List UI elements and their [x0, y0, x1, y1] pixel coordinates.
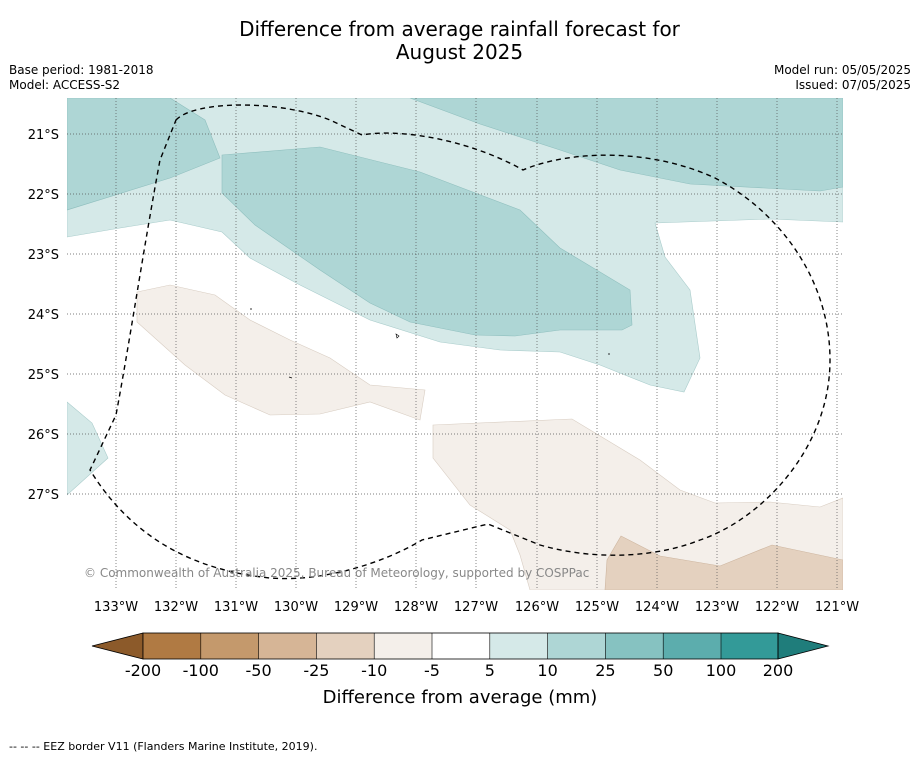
colorbar-tick: 10 [537, 661, 557, 680]
colorbar-tick: 50 [653, 661, 673, 680]
rain-band-10-25-northeast [409, 98, 843, 192]
lon-label: 131°W [214, 600, 258, 615]
model-run-label: Model run: 05/05/2025 [773, 63, 911, 77]
title-line-2: August 2025 [395, 40, 524, 64]
colorbar-swatch [316, 633, 375, 659]
colorbar-tick: -100 [183, 661, 219, 680]
lat-label: 23°S [28, 248, 59, 263]
lon-label: 124°W [635, 600, 679, 615]
colorbar-tick: -200 [125, 661, 161, 680]
colorbar-label: Difference from average (mm) [323, 687, 598, 708]
lon-label: 130°W [274, 600, 318, 615]
colorbar-tick: -5 [424, 661, 440, 680]
colorbar-swatch [721, 633, 778, 659]
lat-label: 27°S [28, 488, 59, 503]
lat-label: 25°S [28, 368, 59, 383]
map-area: © Commonwealth of Australia 2025, Bureau… [67, 98, 843, 590]
eez-footnote: -- -- -- EEZ border V11 (Flanders Marine… [9, 740, 318, 753]
colorbar-dividers [200, 633, 722, 659]
lon-label: 123°W [695, 600, 739, 615]
lon-label: 125°W [575, 600, 619, 615]
island-marker [288, 376, 293, 379]
rain-band-minus25-minus10 [604, 535, 843, 590]
eez-border [89, 104, 831, 580]
copyright-text: © Commonwealth of Australia 2025, Bureau… [84, 566, 589, 580]
colorbar-ticks: -200 -100 -50 -25 -10 -5 5 10 25 50 100 … [125, 661, 793, 680]
colorbar-swatch [547, 633, 606, 659]
lon-label: 128°W [394, 600, 438, 615]
base-info: Base period: 1981-2018 Model: ACCESS-S2 [9, 63, 154, 93]
lon-label: 129°W [334, 600, 378, 615]
colorbar-max-arrow [777, 632, 830, 660]
colorbar: -200 -100 -50 -25 -10 -5 5 10 25 50 100 … [91, 632, 830, 708]
rain-band-5-10-west [67, 401, 109, 496]
map-title: Difference from average rainfall forecas… [0, 18, 919, 64]
colorbar-swatch [663, 633, 721, 659]
colorbar-swatch [143, 633, 201, 659]
issued-label: Issued: 07/05/2025 [795, 78, 911, 92]
colorbar-swatch [605, 633, 664, 659]
colorbar-swatch [200, 633, 259, 659]
rain-band-minus10-minus5-south [432, 418, 843, 590]
lon-label: 127°W [454, 600, 498, 615]
lat-label: 22°S [28, 188, 59, 203]
colorbar-tick: 200 [763, 661, 794, 680]
longitude-labels: 133°W 132°W 131°W 130°W 129°W 128°W 127°… [94, 600, 859, 615]
colorbar-frame [142, 632, 779, 660]
colorbar-tick: -25 [303, 661, 329, 680]
colorbar-tick: -50 [246, 661, 272, 680]
colorbar-swatch [489, 633, 548, 659]
colorbar-tick: -10 [361, 661, 387, 680]
model-label: Model: ACCESS-S2 [9, 78, 121, 92]
colorbar-tick: 5 [485, 661, 495, 680]
lat-label: 24°S [28, 308, 59, 323]
title-line-1: Difference from average rainfall forecas… [239, 17, 680, 41]
rain-band-10-25-northwest [67, 98, 221, 211]
colorbar-swatch [258, 633, 317, 659]
lon-label: 121°W [815, 600, 859, 615]
graticule [67, 98, 843, 590]
colorbar-tick: 25 [595, 661, 615, 680]
rain-band-minus10-minus5-north [136, 284, 426, 421]
colorbar-tick: 100 [706, 661, 737, 680]
latitude-labels: 21°S 22°S 23°S 24°S 25°S 26°S 27°S [28, 128, 59, 503]
lon-label: 122°W [755, 600, 799, 615]
colorbar-swatch [432, 633, 490, 659]
lat-label: 21°S [28, 128, 59, 143]
lon-label: 126°W [515, 600, 559, 615]
colorbar-swatch [374, 633, 432, 659]
lat-label: 26°S [28, 428, 59, 443]
rain-band-10-25-central [221, 146, 633, 337]
island-marker [395, 333, 400, 339]
lon-label: 133°W [94, 600, 138, 615]
run-info: Model run: 05/05/2025 Issued: 07/05/2025 [774, 63, 911, 93]
base-period-label: Base period: 1981-2018 [9, 63, 154, 77]
lon-label: 132°W [154, 600, 198, 615]
colorbar-min-arrow [91, 632, 144, 660]
